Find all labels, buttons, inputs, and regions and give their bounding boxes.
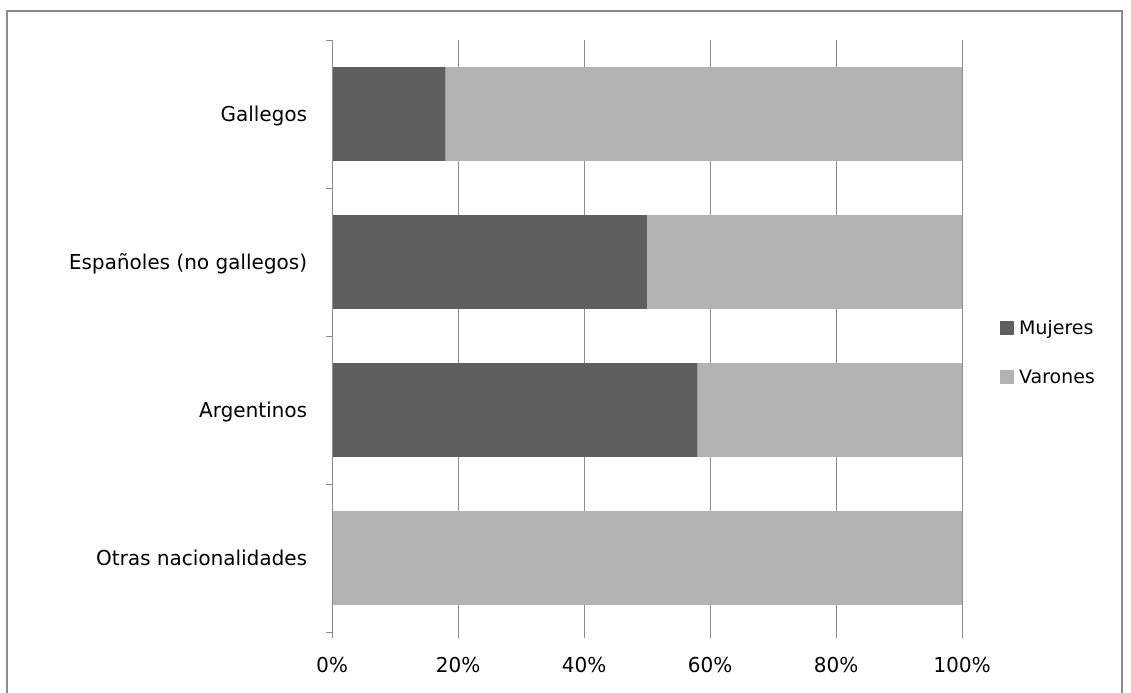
x-tick-labels: 0% 20% 40% 60% 80% 100%	[316, 653, 990, 677]
bar-mujeres-0	[332, 67, 446, 161]
bar-mujeres-1	[332, 215, 647, 309]
category-label: Gallegos	[220, 102, 307, 126]
category-label: Españoles (no gallegos)	[69, 250, 307, 274]
bar-varones-2	[697, 363, 962, 457]
category-labels: Gallegos Españoles (no gallegos) Argentino…	[69, 102, 307, 570]
bar-varones-3	[332, 511, 962, 605]
legend-swatch-varones	[1000, 370, 1014, 384]
x-tick-label: 40%	[562, 653, 606, 677]
legend-swatch-mujeres	[1000, 321, 1014, 335]
category-label: Argentinos	[199, 398, 307, 422]
bar-varones-0	[445, 67, 962, 161]
x-tick-label: 80%	[814, 653, 858, 677]
x-tick-label: 60%	[688, 653, 732, 677]
legend-label-mujeres: Mujeres	[1019, 317, 1093, 339]
legend: Mujeres Varones	[1000, 317, 1095, 388]
legend-label-varones: Varones	[1019, 366, 1095, 388]
bars	[332, 67, 962, 605]
x-tick-label: 20%	[436, 653, 480, 677]
x-tick-label: 0%	[316, 653, 348, 677]
bar-varones-1	[647, 215, 962, 309]
category-label: Otras nacionalidades	[96, 546, 307, 570]
x-tick-label: 100%	[933, 653, 990, 677]
bar-mujeres-2	[332, 363, 698, 457]
